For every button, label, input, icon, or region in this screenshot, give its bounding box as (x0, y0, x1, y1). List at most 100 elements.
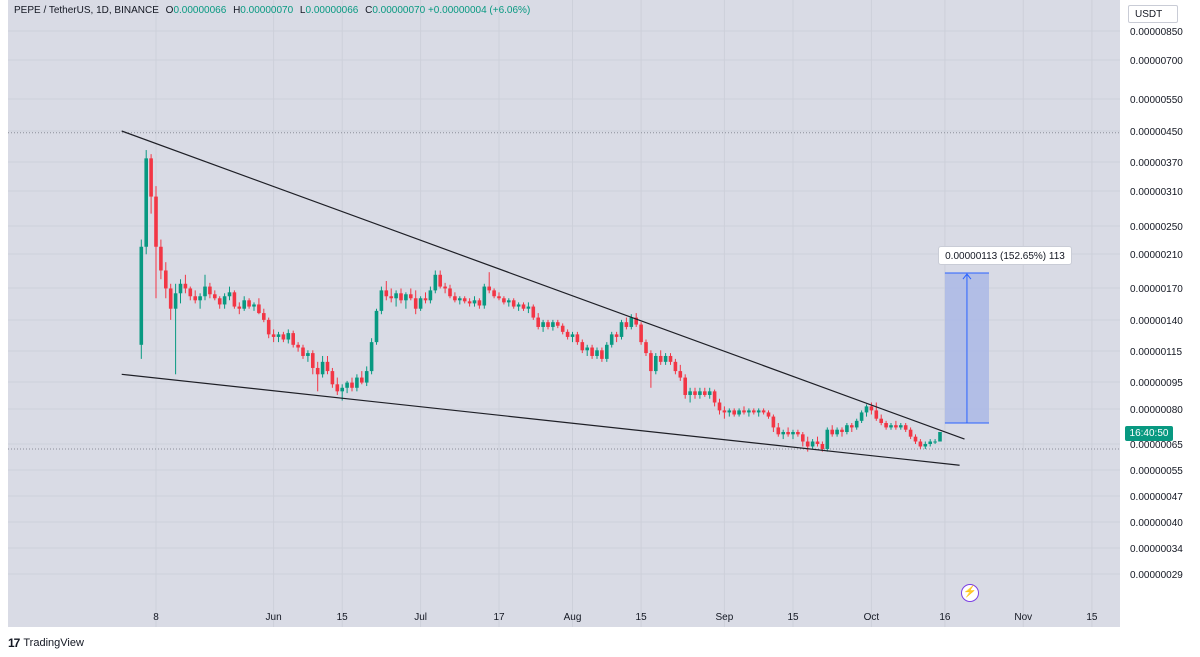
candles (139, 150, 942, 452)
price-range-measure[interactable] (944, 272, 989, 424)
candle-body (315, 367, 320, 375)
candle-body (423, 298, 428, 301)
candle-body (203, 286, 207, 297)
candle-body (242, 300, 246, 309)
trendlines[interactable] (121, 130, 965, 466)
candle-body (306, 353, 310, 356)
candle-body (600, 350, 604, 359)
candle-body (252, 304, 256, 307)
candle-body (840, 429, 844, 432)
candle-body (938, 431, 942, 442)
candle-body (703, 391, 707, 395)
candle-body (874, 410, 879, 419)
candle-body (678, 371, 683, 378)
candle-body (796, 431, 800, 435)
candle-body (149, 158, 153, 197)
candle-body (276, 334, 281, 337)
candle-body (595, 350, 599, 356)
candle-body (350, 382, 354, 388)
candle-body (345, 382, 349, 388)
candle-body (771, 416, 776, 428)
candle-body (487, 286, 491, 291)
time-tick-label: Jul (414, 612, 427, 623)
price-tick-label: 0.00000029 (1130, 570, 1183, 581)
candle-body (355, 377, 359, 388)
candle-body (722, 410, 727, 413)
price-tick-label: 0.00000850 (1130, 27, 1183, 38)
candle-body (237, 306, 242, 309)
close-label: C (365, 5, 373, 16)
price-tick-label: 0.00000040 (1130, 518, 1183, 529)
candle-body (850, 425, 854, 428)
price-tick-label: 0.00000080 (1130, 405, 1183, 416)
candle-body (472, 300, 477, 304)
candle-body (482, 286, 487, 306)
candle-body (629, 317, 634, 327)
candle-body (541, 322, 545, 327)
candle-body (404, 294, 408, 301)
price-axis[interactable] (1120, 0, 1200, 627)
candle-body (663, 355, 668, 362)
candle-body (707, 391, 712, 395)
price-tick-label: 0.00000095 (1130, 378, 1183, 389)
grid (8, 0, 1120, 627)
candle-body (188, 288, 193, 297)
time-tick-label: 15 (1086, 612, 1098, 623)
candle-body (899, 425, 903, 428)
candle-body (766, 412, 771, 417)
candle-body (217, 298, 222, 305)
candle-body (717, 402, 722, 411)
candle-body (732, 410, 736, 415)
lightning-icon[interactable]: ⚡ (961, 584, 979, 602)
candle-body (575, 334, 580, 343)
candle-body (213, 294, 217, 299)
candle-body (556, 322, 560, 326)
candle-body (605, 344, 609, 359)
candle-body (688, 391, 692, 395)
tradingview-mark-icon: 17 (8, 636, 20, 650)
candle-body (903, 425, 908, 430)
candle-body (786, 431, 790, 435)
candle-body (590, 347, 594, 356)
candle-body (654, 355, 658, 372)
time-tick-label: Nov (1014, 612, 1032, 623)
low-label: L (299, 5, 306, 16)
candle-body (536, 317, 540, 327)
trendline (121, 373, 960, 466)
candle-body (644, 342, 648, 354)
candle-body (173, 293, 178, 309)
price-tick-label: 0.00000700 (1130, 56, 1183, 67)
candle-body (658, 355, 663, 362)
footer-bar (0, 627, 1200, 657)
tradingview-logo[interactable]: 17 TradingView (8, 636, 84, 650)
horizontal-lines (8, 132, 1120, 450)
candle-body (502, 298, 506, 303)
candle-body (810, 441, 815, 447)
low-value: 0.00000066 (305, 5, 359, 16)
candle-body (752, 410, 756, 413)
candle-body (340, 387, 344, 392)
candle-body (546, 322, 550, 327)
candle-body (198, 296, 202, 301)
candle-body (570, 334, 575, 337)
candle-body (781, 431, 785, 435)
price-tick-label: 0.00000140 (1130, 316, 1183, 327)
candle-body (737, 410, 741, 415)
candle-body (551, 322, 555, 327)
candle-body (776, 427, 781, 435)
candle-body (227, 292, 232, 297)
candle-body (742, 410, 746, 413)
candle-body (271, 334, 276, 337)
candle-body (453, 296, 457, 301)
countdown-price-tag: 16:40:50 (1125, 426, 1173, 441)
candle-body (394, 293, 398, 299)
measure-arrow-head (962, 273, 972, 280)
candle-body (521, 304, 526, 309)
price-tick-label: 0.00000065 (1130, 440, 1183, 451)
symbol-name: PEPE / TetherUS, 1D, BINANCE (14, 5, 159, 16)
candle-body (320, 361, 325, 375)
currency-button[interactable]: USDT (1128, 5, 1178, 23)
candle-body (325, 361, 330, 372)
